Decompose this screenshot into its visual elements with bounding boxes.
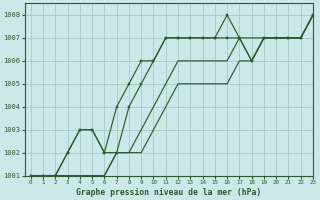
- X-axis label: Graphe pression niveau de la mer (hPa): Graphe pression niveau de la mer (hPa): [76, 188, 261, 197]
